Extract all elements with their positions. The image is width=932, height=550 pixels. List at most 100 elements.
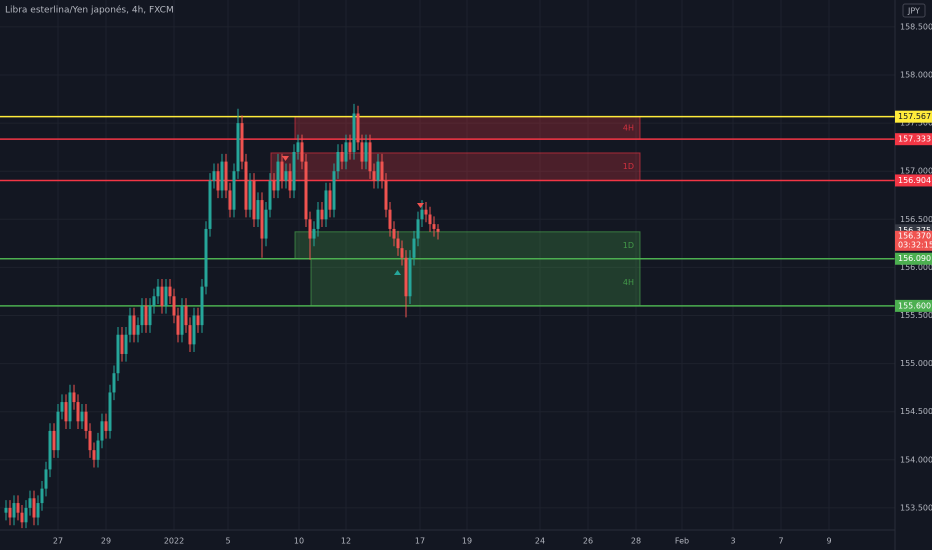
candle-body	[312, 228, 316, 239]
signal-up	[394, 270, 401, 275]
candle-body	[172, 296, 176, 316]
candle-body	[256, 200, 260, 220]
candle-body	[64, 402, 68, 422]
y-tick-label: 156.500	[900, 215, 932, 224]
candle-body	[252, 180, 256, 220]
candle-body	[40, 488, 44, 504]
candle-body	[44, 469, 48, 489]
x-tick-label: 17	[415, 537, 425, 546]
candle-body	[328, 190, 332, 210]
candle-body	[244, 161, 248, 210]
candle-body	[176, 315, 180, 335]
last-price-box	[895, 230, 932, 251]
zone-label: 4H	[623, 278, 634, 287]
candle-body	[388, 209, 392, 229]
candle-body	[68, 392, 72, 422]
candle-body	[356, 113, 360, 143]
level-price-box	[895, 110, 932, 123]
candle-body	[48, 430, 52, 470]
y-tick-label: 158.000	[900, 71, 932, 80]
candle-body	[340, 151, 344, 162]
x-tick-label: 28	[631, 537, 641, 546]
candle-body	[236, 123, 240, 172]
candle-body	[116, 334, 120, 374]
candle-body	[380, 161, 384, 181]
candle-body	[108, 392, 112, 431]
x-tick-label: 3	[730, 537, 735, 546]
y-tick-label: 155.500	[900, 311, 932, 320]
candle-body	[248, 180, 252, 210]
candle-body	[400, 248, 404, 258]
candle-body	[384, 180, 388, 210]
candle-body	[52, 430, 56, 451]
candle-body	[8, 507, 12, 518]
candle-body	[160, 286, 164, 306]
candle-body	[128, 315, 132, 335]
candle-body	[424, 209, 428, 215]
countdown-label: 03:32:15	[898, 240, 932, 249]
candle-body	[140, 305, 144, 326]
candle-body	[280, 161, 284, 181]
candle-body	[24, 507, 28, 523]
candle-body	[28, 498, 32, 508]
x-tick-label: Feb	[675, 537, 689, 546]
level-price-box	[895, 252, 932, 265]
candle-body	[200, 286, 204, 326]
candle-body	[392, 228, 396, 239]
zone	[310, 258, 641, 307]
candle-body	[212, 171, 216, 181]
zone-label: 1D	[623, 241, 634, 250]
candle-body	[148, 305, 152, 326]
zone-label: 1D	[623, 162, 634, 171]
signal-down	[282, 156, 289, 161]
candle-body	[60, 402, 64, 412]
candle-body	[104, 421, 108, 431]
candle-body	[208, 180, 212, 229]
level-price-box	[895, 299, 932, 312]
currency-label: JPY	[907, 7, 920, 16]
candle-body	[100, 421, 104, 441]
candle-body	[184, 305, 188, 326]
candle-body	[348, 142, 352, 152]
candle-body	[404, 257, 408, 297]
x-tick-label: 2022	[164, 537, 184, 546]
x-tick-label: 7	[778, 537, 783, 546]
zone	[294, 231, 641, 260]
candle-body	[168, 286, 172, 297]
candle-body	[420, 209, 424, 220]
candle-body	[284, 171, 288, 181]
candle-body	[196, 315, 200, 326]
y-tick-label: 154.500	[900, 407, 932, 416]
currency-badge[interactable]	[902, 3, 926, 18]
candle-body	[76, 402, 80, 422]
candle-body	[432, 224, 436, 229]
candle-body	[376, 161, 380, 181]
x-tick-label: 5	[225, 537, 230, 546]
candle-body	[136, 325, 140, 335]
candle-body	[216, 171, 220, 191]
candle-body	[20, 512, 24, 523]
candle-body	[372, 171, 376, 181]
candle-body	[192, 315, 196, 345]
x-tick-label: 10	[294, 537, 304, 546]
y-tick-label: 154.000	[900, 455, 932, 464]
x-tick-label: 12	[341, 537, 351, 546]
candle-body	[412, 238, 416, 258]
level-price-label: 155.600	[898, 301, 931, 310]
candle-body	[408, 257, 412, 297]
candle-body	[132, 315, 136, 335]
y-tick-label: 157.000	[900, 167, 932, 176]
candle-body	[4, 507, 8, 513]
zone-label: 4H	[623, 123, 634, 132]
candle-body	[120, 334, 124, 354]
candle-body	[260, 200, 264, 239]
candle-body	[324, 190, 328, 220]
x-tick-label: 26	[583, 537, 593, 546]
level-price-label: 157.567	[898, 112, 931, 121]
candle-body	[360, 142, 364, 162]
candle-body	[92, 450, 96, 460]
x-tick-label: 24	[535, 537, 545, 546]
candle-body	[84, 411, 88, 431]
